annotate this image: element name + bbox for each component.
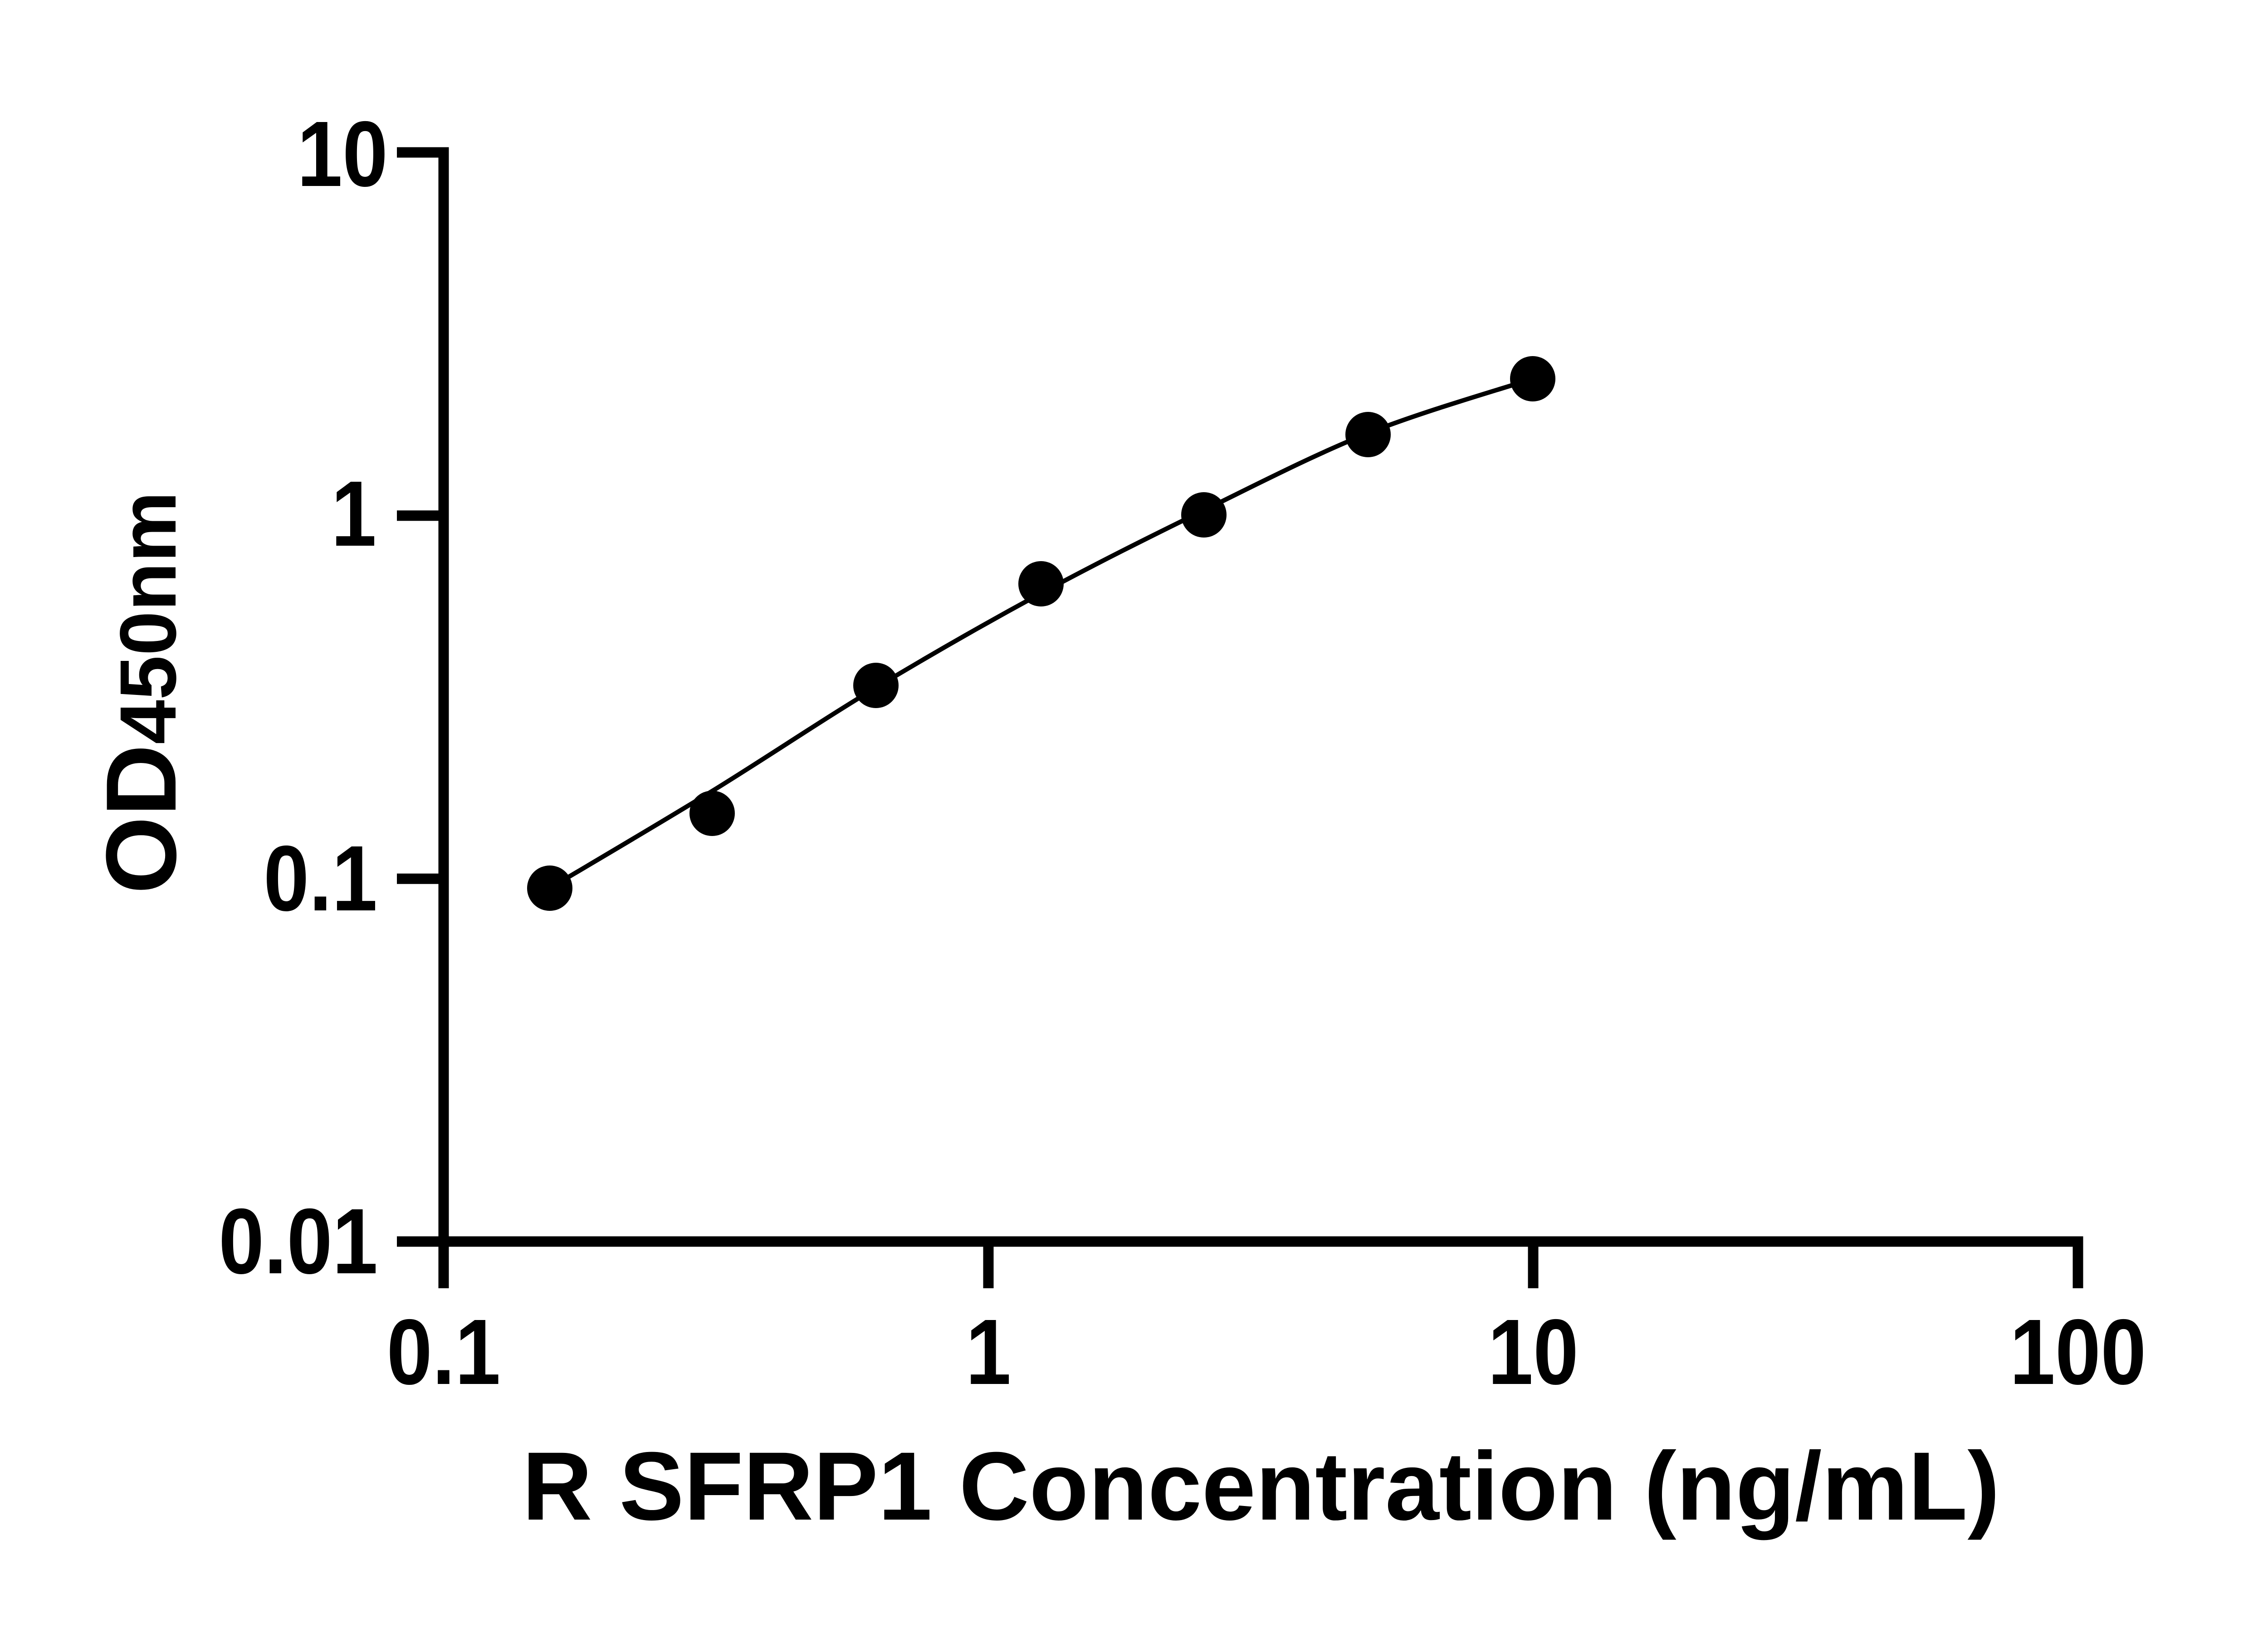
- svg-text:1: 1: [331, 462, 376, 566]
- svg-text:R SFRP1 Concentration (ng/mL): R SFRP1 Concentration (ng/mL): [522, 1432, 2000, 1540]
- svg-text:100: 100: [2010, 1300, 2146, 1404]
- svg-text:0.1: 0.1: [387, 1300, 501, 1404]
- svg-text:0.01: 0.01: [219, 1189, 378, 1293]
- svg-text:1: 1: [966, 1300, 1011, 1404]
- svg-text:0.1: 0.1: [264, 826, 377, 930]
- svg-text:OD450nm: OD450nm: [85, 491, 197, 894]
- svg-text:10: 10: [1488, 1300, 1579, 1404]
- svg-text:10: 10: [297, 102, 388, 206]
